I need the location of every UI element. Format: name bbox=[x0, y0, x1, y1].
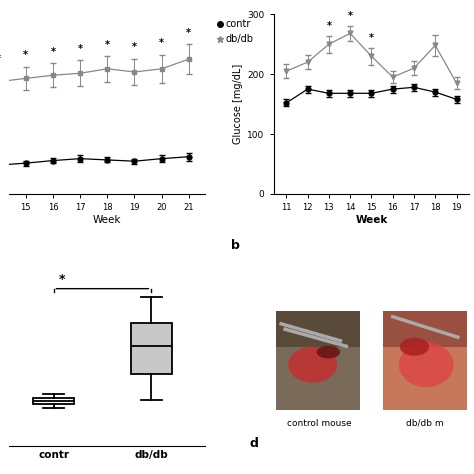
FancyBboxPatch shape bbox=[275, 311, 360, 410]
Legend: contr, db/db: contr, db/db bbox=[214, 16, 257, 48]
Text: *: * bbox=[186, 28, 191, 38]
X-axis label: Week: Week bbox=[355, 215, 388, 225]
FancyBboxPatch shape bbox=[383, 311, 467, 410]
Ellipse shape bbox=[288, 346, 337, 383]
Text: *: * bbox=[50, 46, 55, 56]
Ellipse shape bbox=[399, 342, 454, 387]
Y-axis label: Glucose [mg/dL]: Glucose [mg/dL] bbox=[233, 64, 243, 144]
Ellipse shape bbox=[400, 337, 429, 356]
Text: *: * bbox=[347, 11, 353, 21]
PathPatch shape bbox=[33, 399, 74, 404]
Text: *: * bbox=[159, 38, 164, 48]
Text: *: * bbox=[132, 42, 137, 52]
Text: db/db m: db/db m bbox=[406, 419, 444, 428]
Text: *: * bbox=[327, 21, 331, 31]
FancyBboxPatch shape bbox=[275, 311, 360, 346]
Text: *: * bbox=[58, 273, 65, 286]
Text: *: * bbox=[23, 50, 28, 61]
FancyBboxPatch shape bbox=[383, 311, 467, 346]
Text: d: d bbox=[249, 437, 258, 449]
Text: *: * bbox=[78, 44, 82, 54]
Text: *: * bbox=[369, 33, 374, 43]
X-axis label: Week: Week bbox=[93, 215, 121, 225]
Ellipse shape bbox=[317, 346, 340, 358]
PathPatch shape bbox=[131, 323, 172, 374]
Text: b: b bbox=[230, 239, 239, 252]
Text: control mouse: control mouse bbox=[287, 419, 352, 428]
Text: *: * bbox=[105, 39, 110, 49]
Text: *: * bbox=[0, 54, 1, 64]
